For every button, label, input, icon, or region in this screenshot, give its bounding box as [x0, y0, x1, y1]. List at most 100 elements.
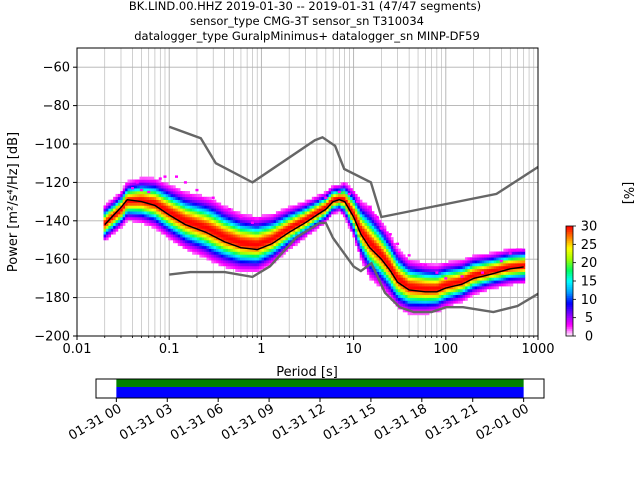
density-cell [472, 291, 475, 296]
density-cell [405, 260, 408, 264]
density-cell [259, 254, 262, 258]
density-cell [225, 251, 229, 255]
density-cell [242, 240, 246, 244]
density-cell [113, 199, 116, 203]
density-cell [259, 228, 262, 232]
density-cell [263, 214, 267, 218]
density-cell [127, 199, 131, 203]
density-cell [522, 257, 526, 261]
density-cell [261, 231, 265, 235]
density-cell [441, 291, 444, 296]
density-cell [251, 222, 255, 226]
density-cell [443, 303, 447, 307]
timeline-tick-label: 01-31 00 [66, 401, 124, 443]
density-cell [254, 216, 258, 221]
density-cell [414, 300, 418, 304]
density-cell [421, 286, 425, 290]
density-cell [405, 265, 408, 270]
density-cell [134, 191, 138, 195]
density-cell [438, 265, 442, 270]
density-cell [489, 251, 492, 255]
density-cell [486, 280, 490, 284]
density-cell [479, 265, 483, 270]
density-cell [462, 283, 466, 287]
density-cell [393, 268, 396, 272]
density-cell [218, 219, 222, 224]
density-cell [342, 202, 346, 206]
density-cell [474, 291, 478, 296]
density-cell [369, 265, 372, 270]
density-cell [467, 283, 471, 287]
density-cell [453, 274, 456, 278]
density-cell [168, 222, 171, 226]
timeline-tick-label: 01-31 15 [321, 401, 379, 443]
density-cell [505, 274, 509, 278]
density-cell [352, 199, 356, 203]
density-cell [503, 248, 507, 252]
density-cell [314, 211, 317, 215]
density-cell [151, 214, 155, 218]
density-cell [328, 211, 332, 215]
density-cell [398, 268, 401, 272]
density-cell [177, 193, 181, 198]
density-cell [170, 199, 174, 203]
density-cell [110, 214, 114, 218]
density-cell [184, 196, 188, 200]
density-cell [144, 211, 147, 215]
density-cell [450, 280, 454, 284]
density-cell [455, 263, 459, 267]
density-cell [515, 260, 519, 264]
density-cell [374, 277, 377, 281]
density-cell [441, 303, 444, 307]
density-cell [486, 263, 490, 267]
density-cell [240, 214, 243, 218]
density-cell [194, 208, 198, 212]
density-cell [515, 280, 519, 284]
density-cell [192, 251, 195, 255]
density-cell [232, 257, 236, 261]
density-cell [443, 268, 447, 272]
density-cell [323, 205, 327, 209]
density-cell [151, 191, 155, 195]
density-cell [230, 240, 234, 244]
density-cell [156, 228, 159, 232]
density-cell [421, 312, 425, 316]
density-cell [374, 219, 377, 224]
density-cell [299, 202, 303, 206]
density-cell [433, 268, 437, 272]
density-cell [223, 237, 226, 241]
density-cell [366, 254, 370, 258]
density-cell [184, 191, 188, 195]
outlier-cell [423, 263, 427, 267]
density-cell [465, 277, 468, 281]
density-cell [419, 288, 423, 293]
density-cell [359, 245, 363, 249]
density-cell [319, 214, 322, 218]
density-cell [261, 216, 265, 221]
density-cell [419, 283, 423, 287]
density-cell [347, 211, 351, 215]
density-cell [328, 214, 332, 218]
density-cell [172, 234, 176, 238]
density-cell [491, 286, 495, 290]
density-cell [426, 288, 430, 293]
density-cell [132, 219, 135, 224]
density-cell [366, 251, 370, 255]
density-cell [290, 234, 293, 238]
density-cell [213, 260, 217, 264]
density-cell [493, 263, 497, 267]
density-cell [429, 271, 432, 275]
density-cell [273, 245, 277, 249]
density-cell [153, 214, 157, 218]
density-cell [352, 234, 356, 238]
density-cell [390, 237, 394, 241]
density-cell [405, 288, 408, 293]
density-cell [465, 268, 468, 272]
density-cell [371, 245, 375, 249]
density-cell [477, 291, 480, 296]
density-cell [120, 196, 124, 200]
density-cell [362, 251, 365, 255]
density-cell [223, 211, 226, 215]
density-cell [196, 219, 200, 224]
density-cell [402, 257, 406, 261]
